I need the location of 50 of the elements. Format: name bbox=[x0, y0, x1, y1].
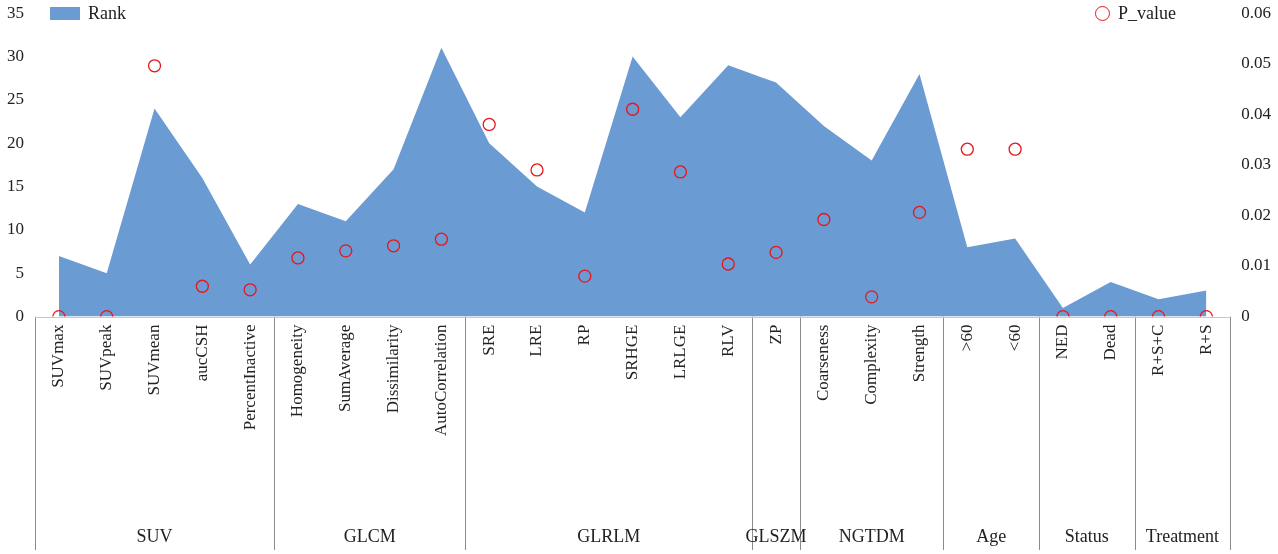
y2-tick-label: 0.05 bbox=[1241, 53, 1271, 73]
y2-tick-label: 0.02 bbox=[1241, 204, 1271, 224]
x-tick-label: R+S bbox=[1195, 324, 1215, 355]
text: Status bbox=[1064, 525, 1109, 546]
x-tick-label: RLV bbox=[717, 323, 737, 358]
text: NGTDM bbox=[838, 525, 905, 546]
x-tick-label: SUVmax bbox=[48, 324, 68, 388]
x-tick-label: ZP bbox=[765, 324, 785, 345]
y-tick-label: 20 bbox=[7, 132, 24, 152]
y-tick-label: 35 bbox=[7, 2, 24, 22]
x-tick-label: Strength bbox=[908, 324, 928, 383]
text: GLCM bbox=[343, 525, 396, 546]
y-tick-label: 5 bbox=[15, 262, 24, 282]
x-tick-label: R+S+C bbox=[1148, 324, 1167, 376]
y2-tick-label: 0.03 bbox=[1241, 154, 1271, 174]
y-tick-label: 30 bbox=[7, 46, 24, 66]
y-tick-label: 0 bbox=[15, 306, 24, 326]
text: Age bbox=[976, 525, 1007, 546]
x-tick-label: SUVmean bbox=[143, 324, 163, 396]
x-tick-label: Dissimilarity bbox=[383, 324, 403, 414]
x-tick-label: SumAverage bbox=[335, 324, 355, 413]
x-tick-label: SUVpeak bbox=[96, 324, 116, 391]
legend-label: Rank bbox=[88, 3, 126, 23]
x-tick-label: AutoCorrelation bbox=[430, 324, 450, 436]
y2-tick-label: 0.04 bbox=[1241, 103, 1272, 123]
y-tick-label: 10 bbox=[7, 219, 24, 239]
legend-label: P_value bbox=[1118, 3, 1176, 23]
y2-tick-label: 0.06 bbox=[1241, 2, 1271, 22]
x-tick-label: PercentInactive bbox=[239, 324, 259, 431]
y-tick-label: 25 bbox=[7, 89, 24, 109]
y-tick-label: 15 bbox=[7, 176, 24, 196]
x-tick-label: NED bbox=[1052, 324, 1072, 360]
x-tick-label: SRE bbox=[478, 324, 498, 356]
y2-tick-label: 0.01 bbox=[1241, 255, 1271, 275]
x-tick-label: SRHGE bbox=[622, 324, 642, 381]
x-tick-label: LRLGE bbox=[669, 324, 689, 380]
x-tick-label: Complexity bbox=[861, 324, 881, 405]
x-tick-label: Homogeneity bbox=[287, 324, 307, 418]
text: GLSZM bbox=[745, 525, 807, 546]
x-tick-label: Dead bbox=[1100, 324, 1120, 361]
x-tick-label: LRE bbox=[526, 324, 546, 357]
x-tick-label: Coarseness bbox=[813, 324, 833, 402]
x-tick-label: aucCSH bbox=[191, 324, 211, 382]
text: Treatment bbox=[1145, 525, 1220, 546]
text: GLRLM bbox=[577, 525, 641, 546]
text: SUV bbox=[136, 525, 173, 546]
x-tick-label: >60 bbox=[956, 324, 976, 352]
x-tick-label: RP bbox=[574, 324, 594, 346]
x-tick-label: <60 bbox=[1004, 324, 1024, 352]
y2-tick-label: 0 bbox=[1241, 306, 1250, 326]
